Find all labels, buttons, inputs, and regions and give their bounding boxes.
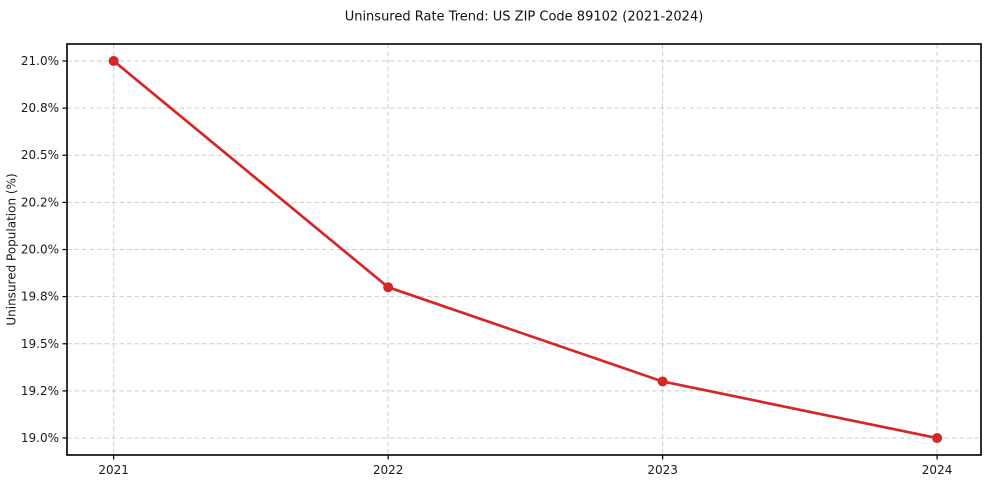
data-point-2022 bbox=[383, 282, 394, 293]
x-tick-label: 2022 bbox=[373, 463, 404, 477]
trend-line bbox=[112, 59, 939, 440]
data-point-2021 bbox=[108, 55, 119, 66]
plot-border bbox=[66, 43, 982, 456]
y-tick-label: 20.0% bbox=[21, 243, 59, 257]
y-tick-label: 19.0% bbox=[21, 431, 59, 445]
y-tick-label: 20.5% bbox=[21, 148, 59, 162]
data-point-2024 bbox=[932, 433, 943, 444]
y-tick-label: 20.2% bbox=[21, 195, 59, 209]
y-tick-label: 19.5% bbox=[21, 337, 59, 351]
y-axis-label: Uninsured Population (%) bbox=[5, 173, 19, 325]
x-tick-label: 2024 bbox=[922, 463, 953, 477]
data-layer bbox=[108, 55, 943, 444]
x-tick-label: 2023 bbox=[647, 463, 678, 477]
data-point-2023 bbox=[657, 376, 668, 387]
y-tick-label: 19.2% bbox=[21, 384, 59, 398]
axis-layer: 2021 2022 2023 2024 19.0% 19.2% 19.5% 19.8% 20.0… bbox=[21, 43, 982, 477]
x-tick-label: 2021 bbox=[98, 463, 129, 477]
grid-layer bbox=[67, 44, 981, 455]
y-tick-label: 19.8% bbox=[21, 290, 59, 304]
y-tick-label: 20.8% bbox=[21, 101, 59, 115]
chart-title: Uninsured Rate Trend: US ZIP Code 89102 … bbox=[345, 10, 704, 25]
y-tick-label: 21.0% bbox=[21, 54, 59, 68]
